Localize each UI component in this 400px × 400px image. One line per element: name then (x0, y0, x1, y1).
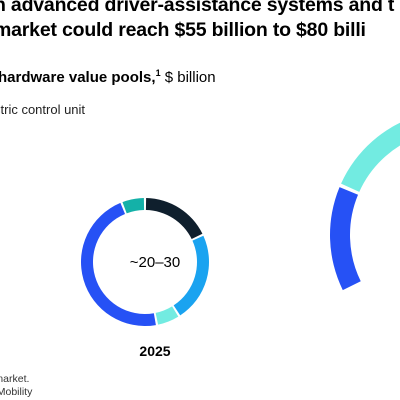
donut-2025-segment-1 (145, 198, 203, 240)
donut-center-value: ~20–30 (129, 254, 181, 271)
donut-right-segment-2 (341, 122, 400, 192)
chart-subtitle: hardware value pools,1 $ billion (0, 68, 216, 86)
donut-2025-segment-4 (80, 202, 156, 326)
donut-2025-segment-5 (122, 198, 145, 214)
subtitle-unit: $ billion (160, 69, 216, 86)
donut-2025-segment-3 (155, 306, 179, 325)
donut-right-segment-1 (330, 187, 361, 291)
legend-label: ctric control unit (0, 102, 86, 117)
footnote-marker: 1 (155, 68, 161, 78)
year-label-2025: 2025 (139, 343, 171, 359)
subtitle-label: hardware value pools, (0, 69, 156, 86)
footnote-line-1: r market. (0, 373, 30, 385)
chart-title-line-1: n advanced driver-assistance systems and… (0, 0, 395, 16)
source-line: e Mobility (0, 386, 33, 398)
donut-2025-segment-2 (173, 235, 210, 316)
donut-right-partial (330, 122, 400, 291)
donut-2025 (80, 198, 210, 326)
chart-title-line-2: market could reach $55 billion to $80 bi… (0, 19, 366, 41)
